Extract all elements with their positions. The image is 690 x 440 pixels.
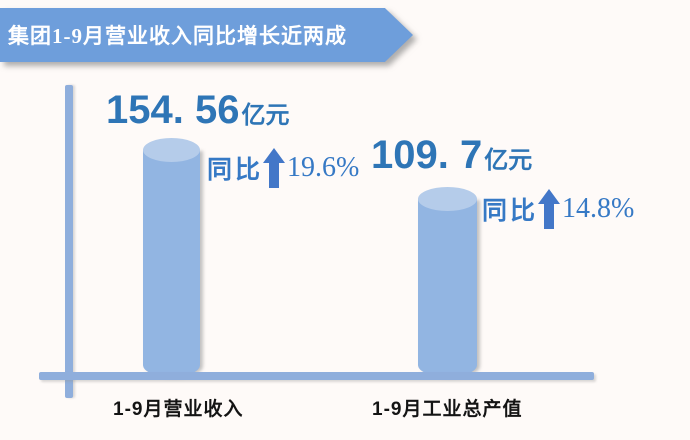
category-label-output: 1-9月工业总产值 <box>372 399 523 420</box>
banner-arrow-shape: 集团1-9月营业收入同比增长近两成 <box>0 8 413 62</box>
value-number: 154. 56 <box>106 88 240 132</box>
y-axis <box>65 85 73 398</box>
yoy-row-revenue: 同比 19.6% <box>207 148 359 188</box>
value-label-revenue: 154. 56 亿元 <box>106 88 289 133</box>
title-banner: 集团1-9月营业收入同比增长近两成 <box>0 8 413 62</box>
bar-output-body <box>418 199 477 377</box>
bar-output-top-ellipse <box>418 187 477 211</box>
bar-revenue-top-ellipse <box>143 138 200 162</box>
x-axis <box>39 372 594 380</box>
category-label-revenue: 1-9月营业收入 <box>113 399 244 420</box>
bar-output-cylinder <box>418 187 477 377</box>
up-arrow-icon <box>538 189 561 229</box>
value-unit: 亿元 <box>484 145 533 174</box>
yoy-value: 19.6% <box>287 152 360 183</box>
yoy-value: 14.8% <box>562 193 635 224</box>
bar-revenue-cylinder <box>143 138 200 377</box>
yoy-row-output: 同比 14.8% <box>482 189 634 229</box>
yoy-prefix: 同比 <box>482 196 539 225</box>
value-unit: 亿元 <box>241 100 290 129</box>
page-title: 集团1-9月营业收入同比增长近两成 <box>8 24 347 48</box>
value-label-output: 109. 7 亿元 <box>371 133 532 178</box>
value-number: 109. 7 <box>371 133 483 177</box>
up-arrow-icon <box>263 148 286 188</box>
bar-revenue-body <box>143 150 200 377</box>
yoy-prefix: 同比 <box>207 155 264 184</box>
